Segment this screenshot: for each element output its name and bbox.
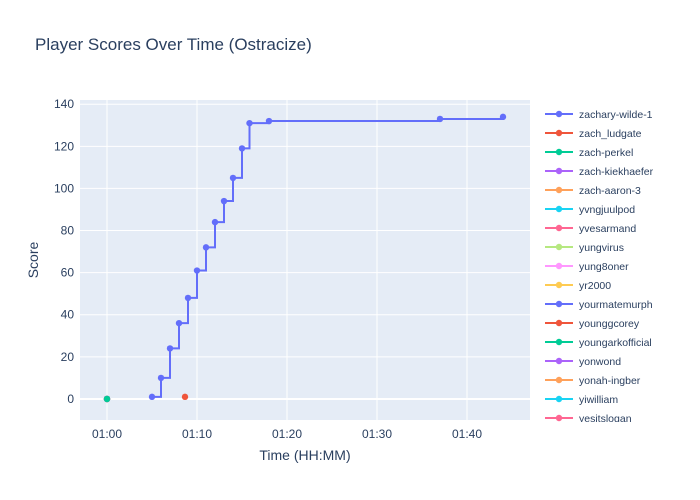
data-point bbox=[175, 319, 183, 327]
x-axis-label: Time (HH:MM) bbox=[259, 447, 350, 463]
series-layer bbox=[103, 113, 507, 403]
legend-label: zach-kiekhaefer bbox=[579, 166, 654, 178]
legend-marker bbox=[555, 395, 563, 403]
data-point bbox=[220, 197, 228, 205]
legend-item[interactable]: zach-aaron-3 bbox=[545, 185, 641, 197]
x-tick-label: 01:30 bbox=[362, 427, 392, 441]
data-point bbox=[211, 218, 219, 226]
legend-label: yungvirus bbox=[579, 242, 624, 254]
legend-item[interactable]: yonah-ingber bbox=[545, 375, 641, 387]
legend-label: zach-perkel bbox=[579, 147, 633, 159]
legend-label: younggcorey bbox=[579, 318, 640, 330]
legend-label: zach-aaron-3 bbox=[579, 185, 641, 197]
legend-marker bbox=[555, 243, 563, 251]
data-point bbox=[238, 145, 246, 152]
data-point bbox=[148, 393, 156, 401]
legend-marker bbox=[555, 186, 563, 194]
data-point bbox=[499, 113, 507, 121]
x-ticks: 01:00 01:10 01:20 01:30 01:40 bbox=[92, 427, 482, 441]
legend-items: zachary-wilde-1 zach_ludgate zach-perkel za… bbox=[545, 109, 654, 425]
legend-label: yourmatemurph bbox=[579, 299, 653, 311]
y-ticks: 0 20 40 60 80 100 120 140 bbox=[54, 97, 74, 406]
data-point bbox=[436, 115, 444, 123]
legend-label: yesitslogan bbox=[579, 413, 632, 425]
legend-item[interactable]: yonwond bbox=[545, 356, 621, 368]
legend-item[interactable]: yvesarmand bbox=[545, 223, 636, 235]
legend-item[interactable]: yiwilliam bbox=[545, 394, 618, 406]
legend-label: yonwond bbox=[579, 356, 621, 368]
y-tick-label: 20 bbox=[61, 350, 75, 364]
legend-label: yvesarmand bbox=[579, 223, 636, 235]
legend-item[interactable]: yvngjuulpod bbox=[545, 204, 635, 216]
y-tick-label: 100 bbox=[54, 181, 74, 195]
legend-item[interactable]: yungvirus bbox=[545, 242, 624, 254]
legend-marker bbox=[555, 300, 563, 308]
series-zach_ludgate bbox=[181, 393, 189, 401]
plot-area bbox=[80, 100, 530, 420]
legend-label: yonah-ingber bbox=[579, 375, 641, 387]
legend-item[interactable]: younggcorey bbox=[545, 318, 640, 330]
chart-title: Player Scores Over Time (Ostracize) bbox=[35, 35, 312, 54]
legend-item[interactable]: yesitslogan bbox=[545, 413, 632, 425]
legend-label: zach_ludgate bbox=[579, 128, 642, 140]
legend-marker bbox=[555, 319, 563, 327]
data-point bbox=[193, 267, 201, 274]
x-tick-label: 01:40 bbox=[452, 427, 482, 441]
legend-marker bbox=[555, 110, 563, 118]
series-zachary-wilde-1 bbox=[148, 113, 507, 401]
legend-marker bbox=[555, 338, 563, 346]
legend-item[interactable]: yung8oner bbox=[545, 261, 629, 273]
legend-label: yr2000 bbox=[579, 280, 611, 292]
legend-marker bbox=[555, 205, 563, 213]
data-point bbox=[184, 294, 192, 302]
x-tick-label: 01:10 bbox=[182, 427, 212, 441]
y-tick-label: 80 bbox=[61, 224, 75, 238]
legend-marker bbox=[555, 281, 563, 289]
legend-marker bbox=[555, 224, 563, 232]
legend-item[interactable]: yr2000 bbox=[545, 280, 611, 292]
x-tick-label: 01:00 bbox=[92, 427, 122, 441]
data-point bbox=[246, 119, 253, 127]
y-tick-label: 140 bbox=[54, 97, 74, 111]
data-point bbox=[103, 395, 111, 403]
legend-item[interactable]: zachary-wilde-1 bbox=[545, 109, 653, 121]
legend-marker bbox=[555, 376, 563, 384]
legend-label: zachary-wilde-1 bbox=[579, 109, 653, 121]
legend-label: yvngjuulpod bbox=[579, 204, 635, 216]
y-tick-label: 60 bbox=[61, 266, 75, 280]
legend-marker bbox=[555, 262, 563, 270]
data-point bbox=[166, 345, 174, 352]
y-tick-label: 0 bbox=[67, 392, 74, 406]
legend-item[interactable]: yourmatemurph bbox=[545, 299, 653, 311]
legend-marker bbox=[555, 167, 563, 175]
y-tick-label: 40 bbox=[61, 308, 75, 322]
legend-item[interactable]: zach-perkel bbox=[545, 147, 633, 159]
legend-marker bbox=[555, 148, 563, 156]
legend-label: yung8oner bbox=[579, 261, 629, 273]
legend-marker bbox=[555, 129, 563, 137]
legend-item[interactable]: youngarkofficial bbox=[545, 337, 652, 349]
y-tick-label: 120 bbox=[54, 139, 74, 153]
legend-label: youngarkofficial bbox=[579, 337, 652, 349]
legend-item[interactable]: zach_ludgate bbox=[545, 128, 642, 140]
legend-marker bbox=[555, 414, 563, 422]
y-axis-label: Score bbox=[25, 242, 41, 279]
data-point bbox=[202, 244, 210, 251]
data-point bbox=[229, 174, 237, 182]
legend-marker bbox=[555, 357, 563, 365]
data-point bbox=[265, 117, 273, 125]
data-point bbox=[157, 374, 165, 382]
x-tick-label: 01:20 bbox=[272, 427, 302, 441]
series-zach-perkel bbox=[103, 395, 111, 403]
legend-label: yiwilliam bbox=[579, 394, 618, 406]
legend[interactable]: zachary-wilde-1 zach_ludgate zach-perkel za… bbox=[545, 109, 654, 425]
data-point bbox=[181, 393, 189, 401]
legend-item[interactable]: zach-kiekhaefer bbox=[545, 166, 654, 178]
grid bbox=[80, 100, 530, 420]
